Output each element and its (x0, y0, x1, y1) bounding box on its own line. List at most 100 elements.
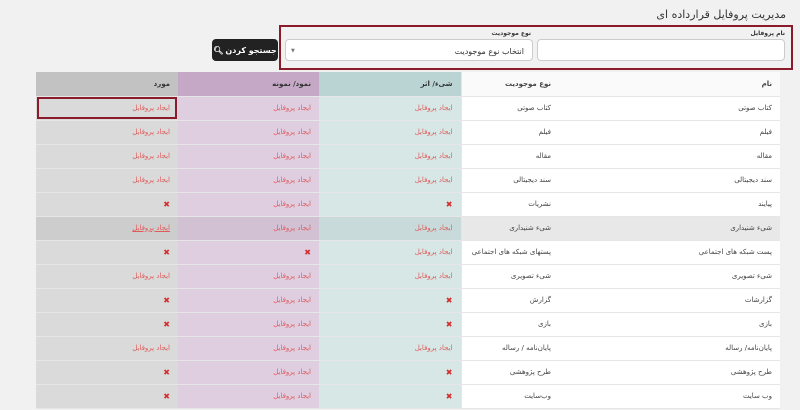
row-entity-type: سند دیجیتالی (460, 168, 559, 193)
item-cell: ایجاد پروفایل (36, 264, 178, 289)
create-profile-expression-link[interactable]: ایجاد پروفایل (273, 368, 311, 376)
create-profile-item-link[interactable]: ایجاد پروفایل (132, 344, 170, 352)
page-title: مدیریت پروفایل قرارداده ای (656, 8, 786, 21)
expression-cell: ایجاد پروفایل (178, 288, 319, 313)
create-profile-item-link[interactable]: ایجاد پروفایل (132, 104, 170, 112)
expression-cell: ایجاد پروفایل (178, 168, 319, 193)
create-profile-object-link[interactable]: ایجاد پروفایل (414, 104, 453, 112)
search-button[interactable]: جستجو کردن 🔍︎ (212, 39, 278, 61)
create-profile-item-link[interactable]: ایجاد پروفایل (132, 272, 170, 280)
row-name: مقاله (559, 144, 780, 169)
create-profile-expression-link[interactable]: ایجاد پروفایل (273, 320, 311, 328)
row-entity-type: شیء تصویری (460, 264, 559, 289)
object-cell: ✖ (319, 384, 461, 409)
create-profile-expression-link[interactable]: ایجاد پروفایل (273, 200, 311, 208)
expression-cell: ایجاد پروفایل (178, 144, 319, 169)
profile-name-input[interactable] (537, 39, 785, 61)
object-cell: ایجاد پروفایل (319, 144, 461, 169)
table-row: طرح پژوهشی طرح پژوهشی ✖ ایجاد پروفایل ✖ (36, 360, 780, 385)
item-cell: ایجاد پروفایل (36, 216, 178, 241)
row-entity-type: وب‌سایت (460, 384, 559, 409)
create-profile-item-link[interactable]: ایجاد پروفایل (132, 128, 170, 136)
row-entity-type: پایان‌نامه / رساله (460, 336, 559, 361)
filter-panel: نام پروفایل نوع موجودیت انتخاب نوع موجود… (279, 25, 793, 70)
create-profile-item-link[interactable]: ایجاد پروفایل (132, 224, 170, 232)
create-profile-expression-link[interactable]: ایجاد پروفایل (273, 272, 311, 280)
table-row: وب سایت وب‌سایت ✖ ایجاد پروفایل ✖ (36, 384, 780, 409)
entity-type-label: نوع موجودیت (491, 30, 531, 37)
row-name: شیء شنیداری (559, 216, 780, 241)
object-cell: ✖ (319, 312, 461, 337)
object-cell: ✖ (319, 192, 461, 217)
object-cell: ✖ (319, 360, 461, 385)
item-cell: ✖ (36, 360, 178, 385)
unavailable-icon: ✖ (304, 247, 311, 257)
item-cell: ✖ (36, 192, 178, 217)
item-cell: ✖ (36, 240, 178, 265)
profile-name-label: نام پروفایل (750, 30, 786, 37)
entity-type-select[interactable]: انتخاب نوع موجودیت ▼ (285, 39, 533, 61)
unavailable-icon: ✖ (163, 295, 170, 305)
row-entity-type: فیلم (460, 120, 559, 145)
entity-type-selected: انتخاب نوع موجودیت (454, 47, 524, 56)
create-profile-item-link[interactable]: ایجاد پروفایل (132, 152, 170, 160)
row-name: وب سایت (559, 384, 780, 409)
row-entity-type: گزارش (460, 288, 559, 313)
item-cell: ایجاد پروفایل (36, 120, 178, 145)
create-profile-expression-link[interactable]: ایجاد پروفایل (273, 392, 311, 400)
unavailable-icon: ✖ (163, 247, 170, 257)
create-profile-expression-link[interactable]: ایجاد پروفایل (273, 224, 311, 232)
row-name: سند دیجیتالی (559, 168, 780, 193)
unavailable-icon: ✖ (163, 319, 170, 329)
expression-cell: ایجاد پروفایل (178, 264, 319, 289)
item-cell: ✖ (36, 288, 178, 313)
create-profile-expression-link[interactable]: ایجاد پروفایل (273, 176, 311, 184)
create-profile-item-link[interactable]: ایجاد پروفایل (132, 176, 170, 184)
unavailable-icon: ✖ (445, 319, 453, 329)
create-profile-expression-link[interactable]: ایجاد پروفایل (273, 152, 311, 160)
table-row: فیلم فیلم ایجاد پروفایل ایجاد پروفایل ایجاد … (36, 120, 780, 145)
create-profile-object-link[interactable]: ایجاد پروفایل (414, 152, 453, 160)
create-profile-expression-link[interactable]: ایجاد پروفایل (273, 296, 311, 304)
table-row: کتاب صوتی کتاب صوتی ایجاد پروفایل ایجاد پرو… (36, 96, 780, 121)
create-profile-expression-link[interactable]: ایجاد پروفایل (273, 344, 311, 352)
create-profile-object-link[interactable]: ایجاد پروفایل (414, 176, 453, 184)
row-name: پایان‌نامه/ رساله (559, 336, 780, 361)
create-profile-object-link[interactable]: ایجاد پروفایل (414, 344, 453, 352)
item-cell: ایجاد پروفایل (36, 144, 178, 169)
expression-cell: ایجاد پروفایل (178, 312, 319, 337)
create-profile-object-link[interactable]: ایجاد پروفایل (414, 128, 453, 136)
item-cell: ✖ (36, 312, 178, 337)
search-icon: 🔍︎ (213, 45, 224, 55)
header-name: نام (559, 72, 780, 97)
row-name: بازی (559, 312, 780, 337)
item-cell: ایجاد پروفایل (36, 168, 178, 193)
unavailable-icon: ✖ (163, 391, 170, 401)
expression-cell: ایجاد پروفایل (178, 120, 319, 145)
search-button-label: جستجو کردن (225, 45, 277, 55)
create-profile-object-link[interactable]: ایجاد پروفایل (414, 224, 453, 232)
row-name: طرح پژوهشی (559, 360, 780, 385)
row-entity-type: کتاب صوتی (460, 96, 559, 121)
unavailable-icon: ✖ (445, 367, 453, 377)
create-profile-expression-link[interactable]: ایجاد پروفایل (273, 128, 311, 136)
table-row: پایان‌نامه/ رساله پایان‌نامه / رساله ایجاد… (36, 336, 780, 361)
header-entity-type: نوع موجودیت (460, 72, 559, 97)
object-cell: ایجاد پروفایل (319, 240, 461, 265)
create-profile-object-link[interactable]: ایجاد پروفایل (414, 272, 453, 280)
row-entity-type: نشریات (460, 192, 559, 217)
table-row: سند دیجیتالی سند دیجیتالی ایجاد پروفایل ایج… (36, 168, 780, 193)
row-entity-type: پستهای شبکه های اجتماعی (460, 240, 559, 265)
expression-cell: ایجاد پروفایل (178, 96, 319, 121)
create-profile-object-link[interactable]: ایجاد پروفایل (414, 248, 453, 256)
table-row: پست شبکه های اجتماعی پستهای شبکه های اجتم… (36, 240, 780, 265)
table-row: شیء تصویری شیء تصویری ایجاد پروفایل ایجاد پ… (36, 264, 780, 289)
profiles-table: نام نوع موجودیت شیء/ اثر نمود/ نمونه مور… (36, 72, 780, 409)
unavailable-icon: ✖ (445, 391, 453, 401)
item-cell: ✖ (36, 384, 178, 409)
table-row: پیایند نشریات ✖ ایجاد پروفایل ✖ (36, 192, 780, 217)
row-name: گزارشات (559, 288, 780, 313)
unavailable-icon: ✖ (163, 367, 170, 377)
table-header: نام نوع موجودیت شیء/ اثر نمود/ نمونه مور… (36, 72, 780, 97)
create-profile-expression-link[interactable]: ایجاد پروفایل (273, 104, 311, 112)
